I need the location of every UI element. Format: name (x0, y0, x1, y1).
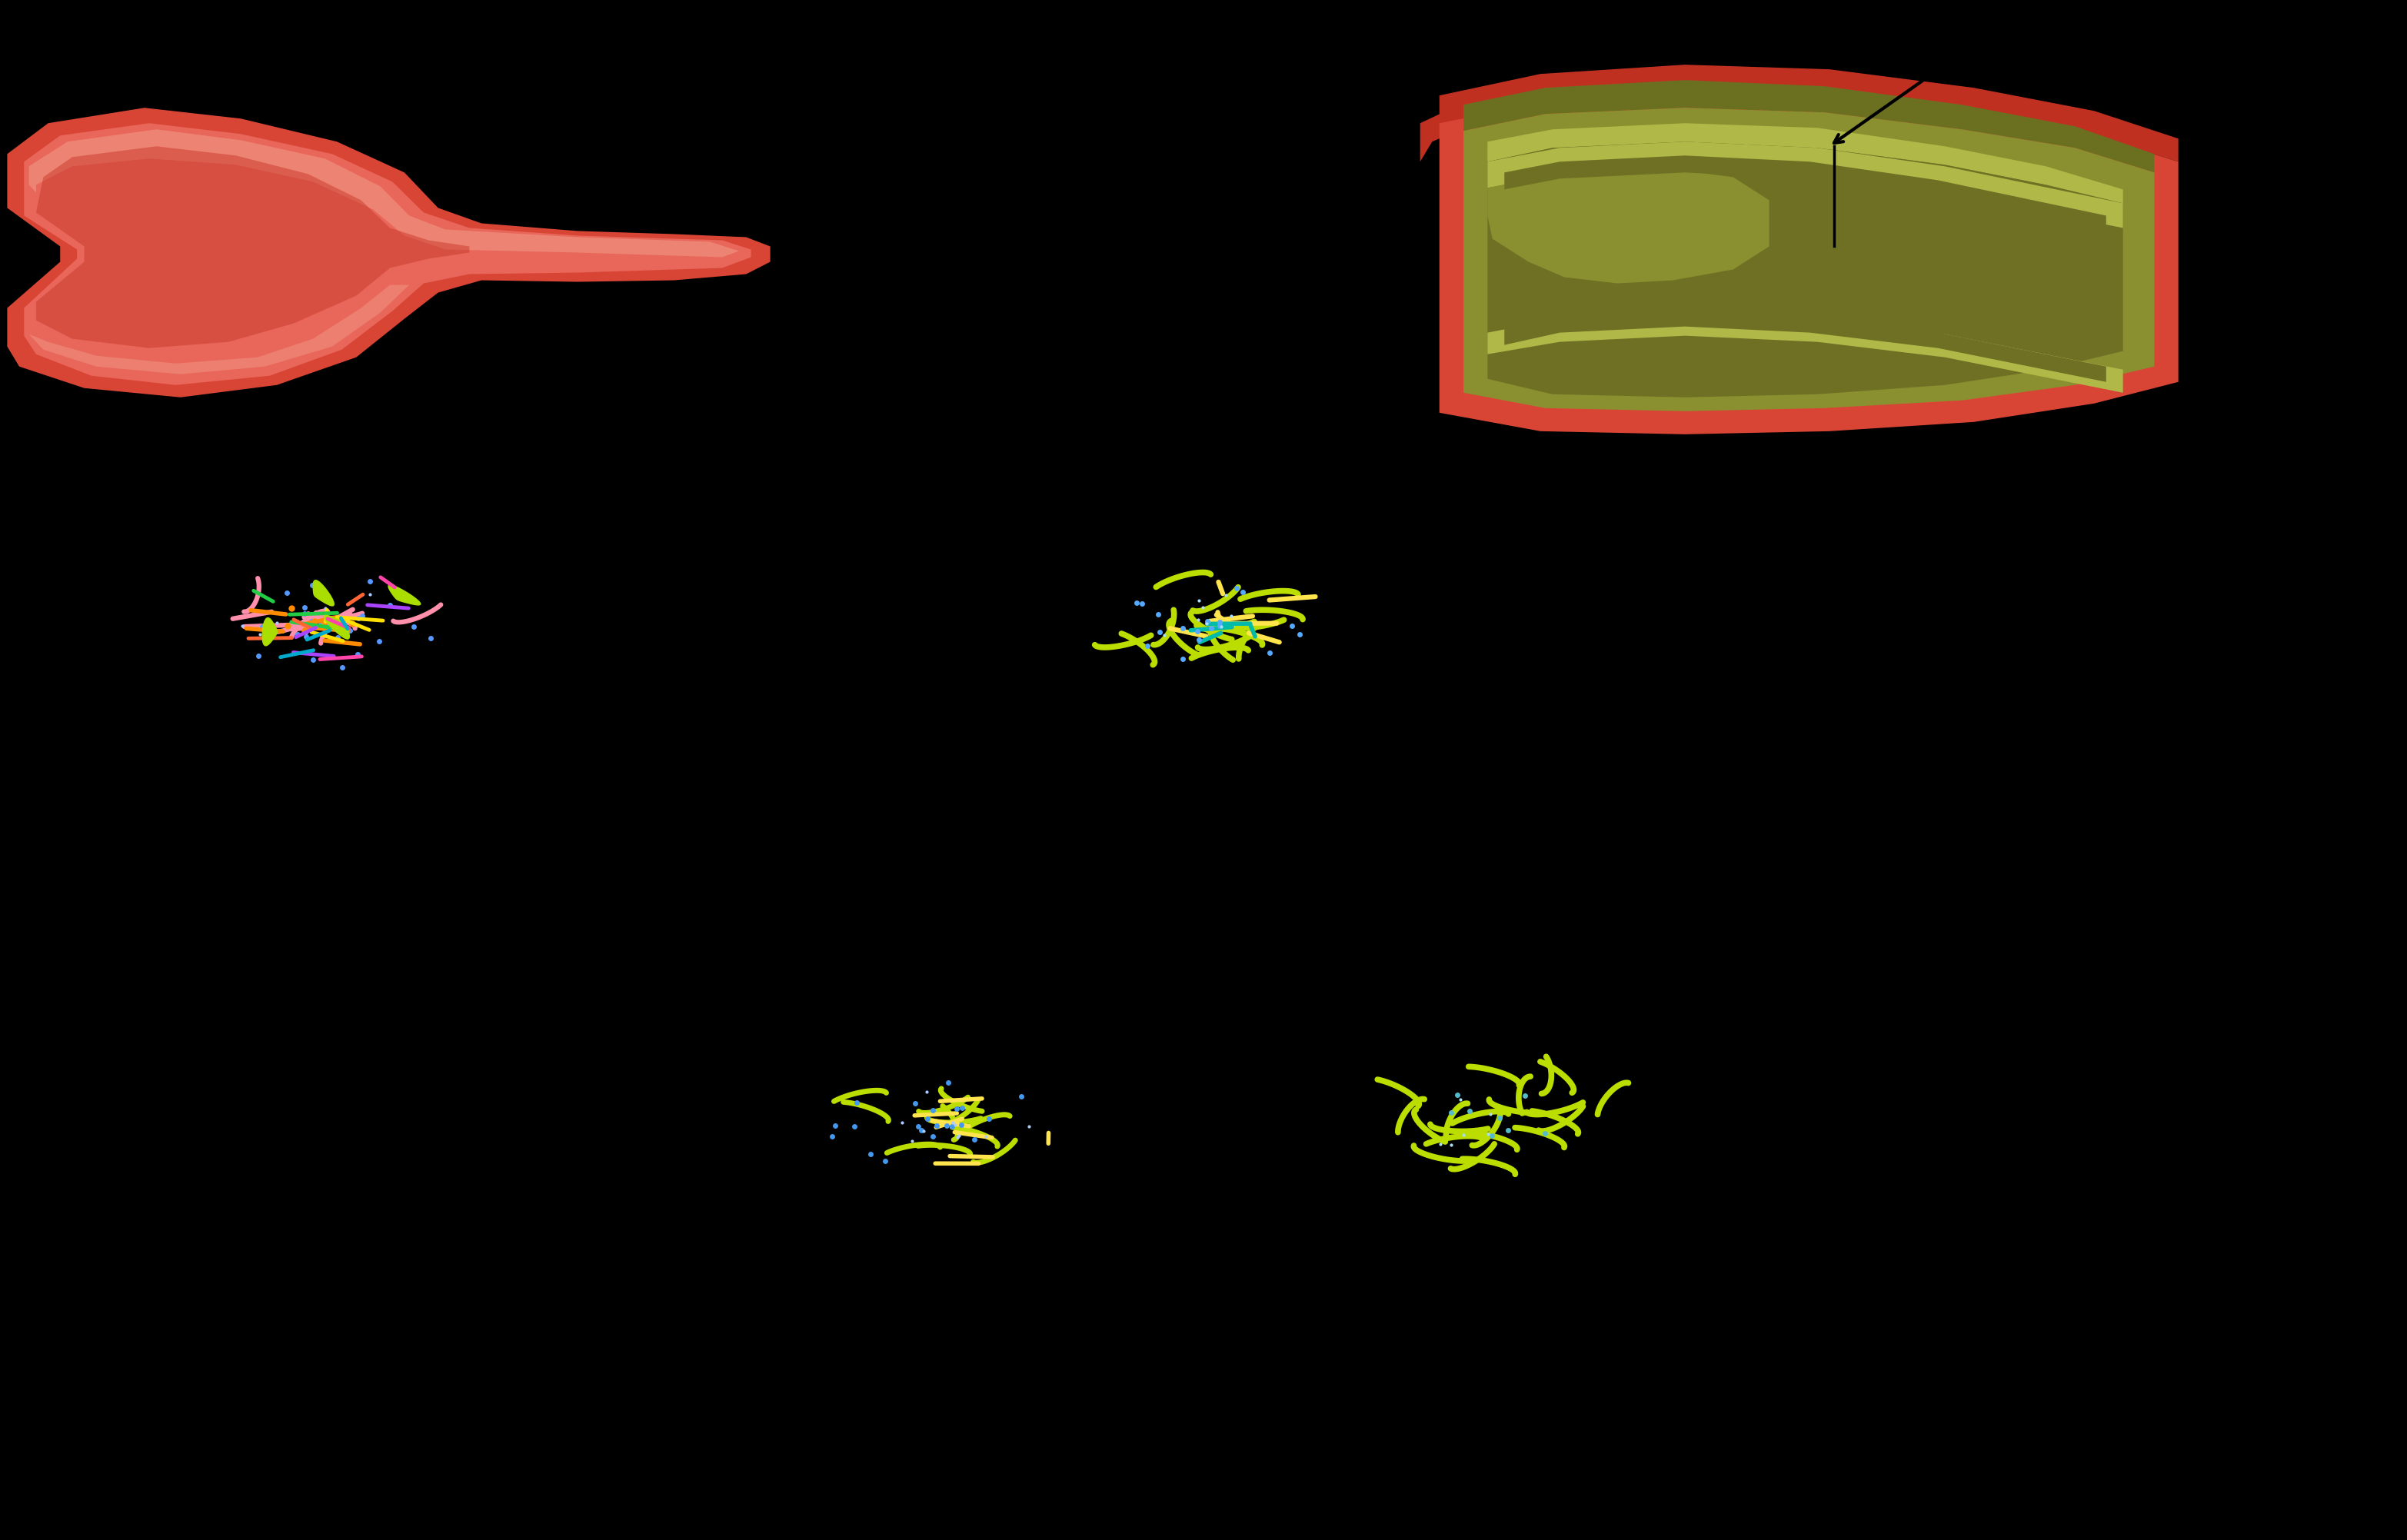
Polygon shape (1488, 142, 2123, 397)
Polygon shape (1488, 169, 1769, 283)
Polygon shape (1504, 156, 2106, 231)
Polygon shape (29, 285, 409, 374)
Polygon shape (325, 614, 349, 639)
Polygon shape (1488, 123, 2123, 203)
Polygon shape (24, 123, 751, 385)
Polygon shape (1439, 92, 2178, 434)
Polygon shape (313, 581, 335, 605)
Polygon shape (1439, 65, 2178, 162)
Polygon shape (1463, 108, 2154, 411)
Polygon shape (1488, 313, 2123, 393)
Polygon shape (1488, 142, 2123, 228)
Polygon shape (1463, 80, 2154, 172)
Polygon shape (1504, 310, 2106, 382)
Polygon shape (7, 108, 770, 397)
Polygon shape (262, 618, 277, 645)
Polygon shape (29, 129, 739, 257)
Polygon shape (1420, 77, 2154, 188)
Polygon shape (388, 585, 421, 605)
Polygon shape (36, 146, 469, 348)
